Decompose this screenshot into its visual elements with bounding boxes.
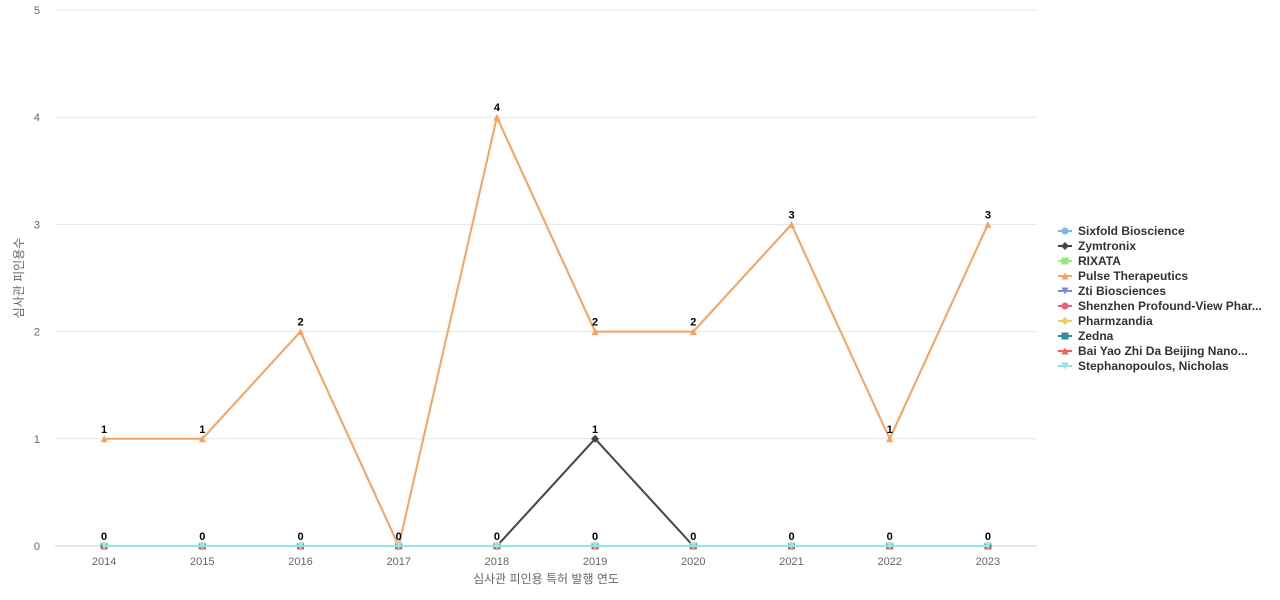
data-point [886,435,894,443]
data-point [886,542,894,550]
x-tick-label: 2023 [976,556,1000,568]
x-tick-label: 2015 [190,556,214,568]
x-tick-label: 2019 [583,556,607,568]
y-tick-label: 2 [34,327,40,339]
legend-item[interactable]: Shenzhen Profound-View Phar... [1058,299,1262,313]
data-point [591,328,599,336]
legend-marker [1061,257,1069,265]
data-label: 4 [494,102,501,114]
data-point [100,542,108,550]
legend-label: Pulse Therapeutics [1078,269,1188,283]
x-axis-ticks: 2014 2015 2016 2017 2018 2019 2020 2021 2022 2023 [92,556,1000,568]
legend-label: Zedna [1078,329,1114,343]
data-label: 0 [887,531,893,543]
data-point [297,328,304,336]
y-tick-label: 0 [34,541,40,553]
legend-label: RIXATA [1078,254,1121,268]
y-tick-label: 4 [34,112,40,124]
data-point [493,113,501,121]
data-point [591,434,600,443]
data-point [100,435,108,443]
data-point [689,328,697,336]
x-tick-label: 2014 [92,556,116,568]
data-label: 0 [199,531,205,543]
data-point [198,542,206,550]
x-tick-label: 2020 [681,556,705,568]
legend-marker [1061,302,1069,310]
data-point [591,542,599,550]
data-label: 0 [494,531,500,543]
legend-marker [1061,272,1069,280]
data-label: 0 [985,531,991,543]
data-label: 0 [592,531,598,543]
legend-marker [1061,227,1069,235]
data-label: 0 [101,531,107,543]
data-label: 1 [887,424,893,436]
x-tick-label: 2018 [485,556,509,568]
series-stephanopoulos-nicholas [100,542,992,550]
x-tick-label: 2021 [779,556,803,568]
data-label: 1 [199,424,205,436]
data-label: 2 [297,317,303,329]
legend-marker [1061,332,1069,340]
data-label: 2 [690,317,696,329]
legend-item[interactable]: Zymtronix [1058,239,1136,253]
series-lines [100,113,992,550]
data-label: 1 [592,424,598,436]
legend-marker [1061,242,1069,250]
legend-item[interactable]: Bai Yao Zhi Da Beijing Nano... [1058,344,1248,358]
legend-item[interactable]: Pulse Therapeutics [1058,269,1188,283]
legend-item[interactable]: RIXATA [1058,254,1121,268]
data-label: 0 [396,531,402,543]
data-label: 1 [101,424,107,436]
legend-label: Bai Yao Zhi Da Beijing Nano... [1078,344,1248,358]
x-axis-title: 심사관 피인용 특허 발행 연도 [473,571,619,586]
legend-label: Stephanopoulos, Nicholas [1078,359,1229,373]
y-tick-label: 1 [34,434,40,446]
data-point [198,435,206,443]
legend-label: Sixfold Bioscience [1078,224,1185,238]
data-label: 0 [788,531,794,543]
x-tick-label: 2016 [288,556,312,568]
data-point [689,542,697,550]
legend-item[interactable]: Zti Biosciences [1058,284,1166,298]
data-label: 0 [690,531,696,543]
data-label: 3 [788,209,794,221]
data-point [984,542,992,550]
legend-marker [1061,347,1069,355]
legend-item[interactable]: Stephanopoulos, Nicholas [1058,359,1229,373]
y-tick-label: 3 [34,219,40,231]
data-point [788,220,795,228]
y-tick-label: 5 [34,5,40,17]
data-label: 3 [985,209,991,221]
series-line [103,437,989,547]
legend-marker [1061,362,1069,370]
legend-marker [1061,287,1069,295]
y-axis-title: 심사관 피인용수 [12,238,26,319]
legend-item[interactable]: Sixfold Bioscience [1058,224,1185,238]
legend-label: Pharmzandia [1078,314,1153,328]
legend-item[interactable]: Zedna [1058,329,1114,343]
legend-label: Shenzhen Profound-View Phar... [1078,299,1262,313]
x-tick-label: 2022 [877,556,901,568]
gridlines [55,9,1037,547]
data-point [395,542,403,550]
legend-item[interactable]: Pharmzandia [1058,314,1153,328]
data-point [297,542,304,550]
legend-marker [1061,317,1069,325]
data-point [788,542,795,550]
legend-label: Zti Biosciences [1078,284,1166,298]
series-line [103,116,989,547]
y-axis-ticks: 0 1 2 3 4 5 [34,5,40,553]
data-label: 2 [592,317,598,329]
legend-label: Zymtronix [1078,239,1136,253]
series-zymtronix [100,434,992,550]
data-labels: 1 0 1 0 2 0 0 4 0 2 1 0 2 0 3 0 1 0 3 0 [101,102,991,543]
data-point [984,220,992,228]
x-tick-label: 2017 [386,556,410,568]
data-point [493,542,501,550]
data-label: 0 [297,531,303,543]
